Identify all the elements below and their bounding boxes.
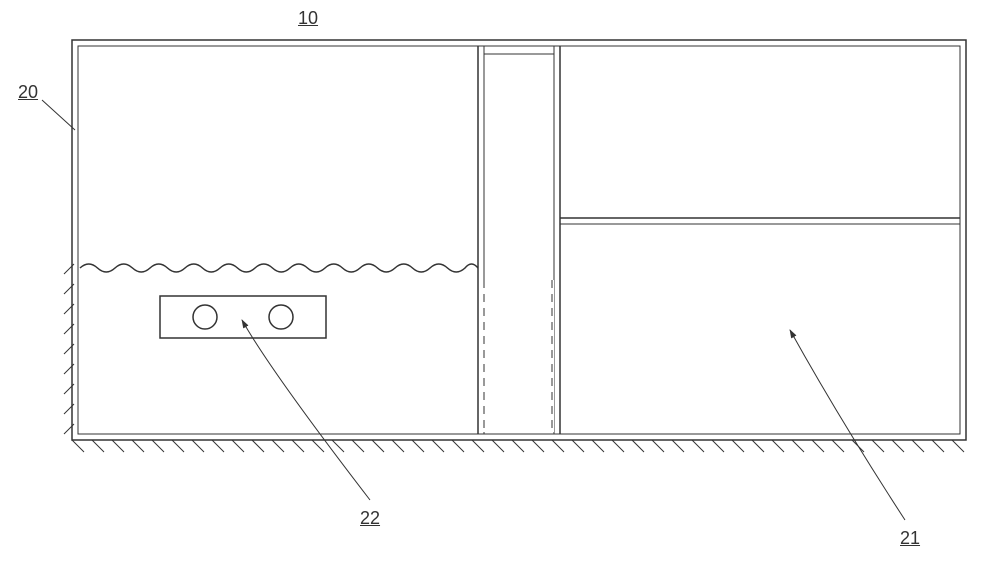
- label-20: 20: [18, 82, 38, 103]
- label-10: 10: [298, 8, 318, 29]
- diagram-container: 10 20 22 21: [0, 0, 1000, 563]
- label-22: 22: [360, 508, 380, 529]
- technical-diagram: [0, 0, 1000, 563]
- label-21: 21: [900, 528, 920, 549]
